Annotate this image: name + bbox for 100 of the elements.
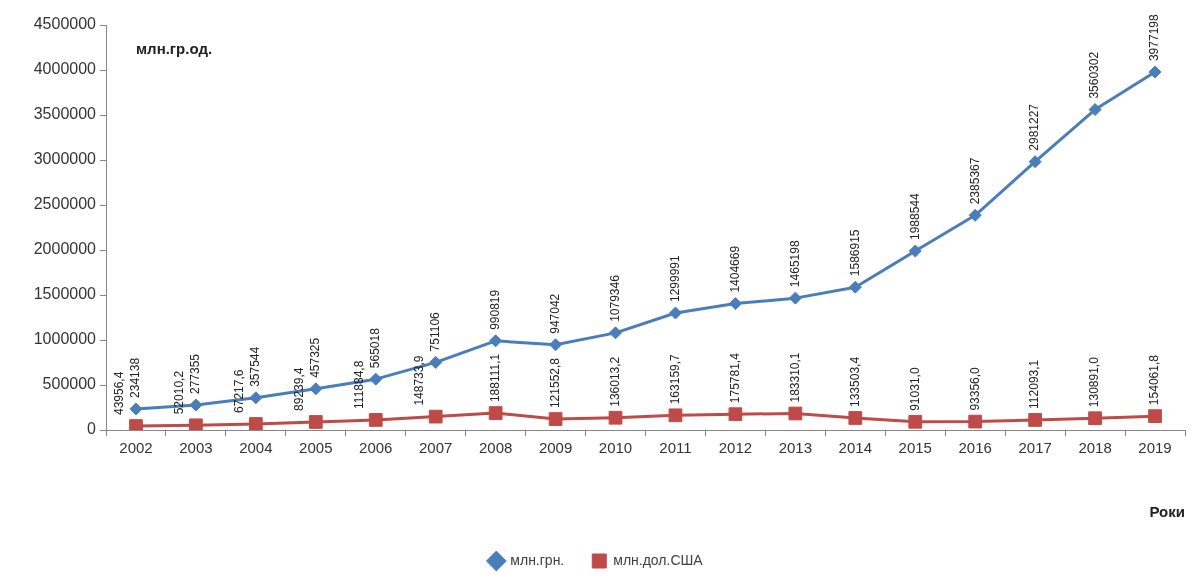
x-tick-label: 2012 bbox=[718, 439, 753, 457]
x-tick-label: 2014 bbox=[838, 439, 872, 457]
y-tick-label: 2500000 bbox=[33, 195, 97, 213]
point bbox=[308, 415, 323, 429]
data-label: 154061,8 bbox=[1147, 354, 1162, 406]
data-label: 457325 bbox=[308, 337, 323, 378]
point bbox=[189, 398, 203, 412]
point bbox=[1148, 65, 1162, 79]
data-label: 52010,2 bbox=[172, 370, 187, 415]
y-tick-label: 3000000 bbox=[33, 150, 97, 168]
data-label: 112093,1 bbox=[1027, 359, 1042, 409]
x-tick-label: 2016 bbox=[958, 439, 992, 457]
x-tick-label: 2010 bbox=[598, 439, 633, 457]
point bbox=[129, 402, 143, 416]
point bbox=[249, 391, 263, 405]
x-tick-label: 2019 bbox=[1138, 439, 1172, 457]
point bbox=[728, 297, 742, 311]
y-tick-label: 0 bbox=[87, 420, 97, 438]
y-tick-label: 500000 bbox=[42, 375, 97, 393]
data-label: 1299991 bbox=[667, 254, 682, 302]
x-tick-label: 2017 bbox=[1018, 439, 1052, 457]
x-tick-label: 2003 bbox=[179, 439, 213, 457]
point bbox=[908, 414, 923, 429]
data-label: 67217,6 bbox=[232, 369, 247, 413]
data-label: 163159,7 bbox=[667, 353, 682, 405]
y-tick-label: 4500000 bbox=[33, 15, 97, 33]
point bbox=[609, 326, 623, 340]
y-tick-label: 2000000 bbox=[33, 240, 97, 258]
data-label: 277355 bbox=[188, 353, 203, 395]
point bbox=[249, 417, 263, 430]
point bbox=[428, 409, 443, 424]
point bbox=[788, 291, 802, 305]
point bbox=[129, 419, 143, 430]
point bbox=[548, 412, 563, 426]
data-label: 136013,2 bbox=[607, 356, 622, 407]
x-tick-label: 2006 bbox=[359, 439, 393, 457]
data-label: 130891,0 bbox=[1087, 356, 1102, 408]
data-label: 2981227 bbox=[1027, 103, 1042, 151]
x-tick-label: 2018 bbox=[1078, 439, 1112, 457]
point bbox=[728, 407, 743, 422]
x-tick-label: 2015 bbox=[898, 439, 932, 457]
point bbox=[1088, 411, 1102, 426]
data-label: 188111,1 bbox=[487, 353, 502, 403]
data-label: 1079346 bbox=[607, 274, 622, 322]
x-tick-label: 2005 bbox=[299, 439, 333, 457]
data-label: 1586915 bbox=[847, 229, 862, 277]
y-tick-label: 1500000 bbox=[33, 285, 97, 303]
point bbox=[309, 382, 323, 396]
data-label: 357544 bbox=[248, 346, 263, 387]
data-label: 89239,4 bbox=[292, 367, 307, 411]
data-label: 990819 bbox=[487, 289, 502, 330]
point bbox=[489, 334, 503, 348]
data-label: 2385367 bbox=[967, 157, 982, 205]
data-label: 3977198 bbox=[1147, 14, 1162, 62]
point bbox=[368, 413, 383, 427]
x-tick-label: 2004 bbox=[239, 439, 273, 457]
point bbox=[429, 355, 443, 369]
data-label: 148733,9 bbox=[412, 355, 427, 406]
data-label: 947042 bbox=[547, 293, 562, 334]
point bbox=[608, 410, 623, 425]
x-tick-label: 2008 bbox=[478, 439, 513, 457]
point bbox=[968, 414, 983, 429]
x-tick-label: 2007 bbox=[419, 439, 453, 457]
x-tick-label: 2002 bbox=[119, 439, 153, 457]
point bbox=[848, 280, 862, 294]
point bbox=[1088, 103, 1102, 117]
data-label: 183310,1 bbox=[787, 352, 802, 403]
data-label: 111884,8 bbox=[352, 360, 367, 409]
legend-label: млн.грн. bbox=[510, 551, 565, 568]
data-label: 1465198 bbox=[787, 240, 802, 288]
y-axis-title: млн.гр.од. bbox=[136, 40, 213, 58]
point bbox=[369, 372, 383, 386]
x-tick-label: 2013 bbox=[778, 439, 813, 457]
data-label: 234138 bbox=[128, 357, 143, 398]
legend-label: млн.дол.США bbox=[613, 551, 704, 568]
data-label: 1404669 bbox=[727, 245, 742, 293]
point bbox=[668, 408, 683, 423]
point bbox=[1148, 409, 1162, 423]
data-label: 1988544 bbox=[907, 192, 922, 241]
point bbox=[968, 208, 982, 222]
data-label: 175781,4 bbox=[727, 352, 742, 404]
data-label: 133503,4 bbox=[847, 356, 862, 407]
point bbox=[549, 338, 563, 352]
point bbox=[848, 411, 863, 425]
y-tick-label: 4000000 bbox=[33, 60, 97, 78]
data-label: 93356,0 bbox=[967, 366, 982, 411]
data-label: 121552,8 bbox=[547, 357, 562, 409]
point bbox=[788, 406, 803, 421]
data-label: 91031,0 bbox=[907, 367, 922, 411]
point bbox=[189, 418, 203, 430]
data-label: 565018 bbox=[368, 327, 383, 369]
point bbox=[668, 306, 682, 320]
y-tick-label: 3500000 bbox=[33, 105, 97, 123]
point bbox=[1028, 413, 1042, 427]
x-tick-label: 2009 bbox=[538, 439, 573, 457]
point bbox=[908, 244, 922, 258]
point bbox=[488, 406, 503, 420]
point bbox=[1028, 155, 1042, 169]
y-tick-label: 1000000 bbox=[33, 330, 97, 348]
data-label: 43956,4 bbox=[112, 371, 127, 416]
